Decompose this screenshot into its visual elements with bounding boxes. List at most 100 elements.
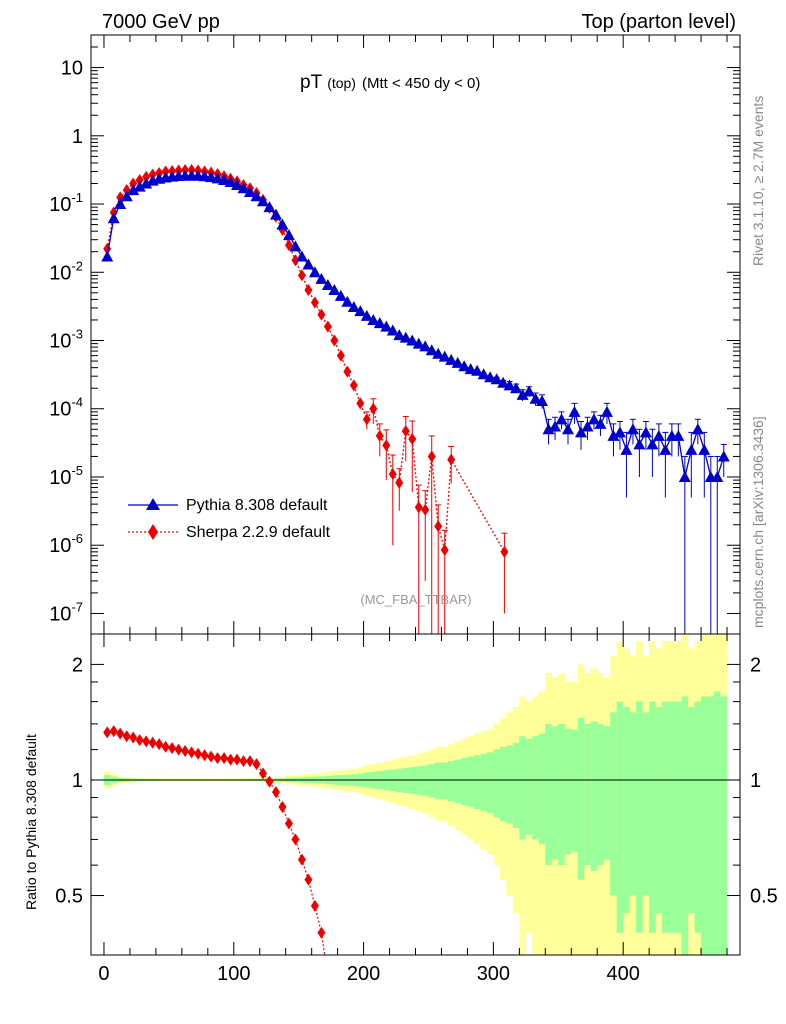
ratio-sherpa-point xyxy=(155,738,164,751)
ratio-band-inner xyxy=(662,701,669,933)
ratio-band-inner xyxy=(486,752,494,814)
ratio-band-inner xyxy=(688,706,695,914)
ratio-sherpa-point xyxy=(317,926,326,939)
sherpa-point xyxy=(291,254,300,267)
main-ytick-label: 10-5 xyxy=(49,463,83,489)
rivet-label: Rivet 3.1.10, ≥ 2.7M events xyxy=(750,96,766,266)
ratio-band-inner xyxy=(714,691,721,955)
ratio-sherpa-point xyxy=(142,735,151,748)
ratio-band-inner xyxy=(597,723,605,866)
ratio-ylabel: Ratio to Pythia 8.308 default xyxy=(23,734,39,910)
pythia-point xyxy=(276,218,289,230)
ratio-ytick-label-right: 0.5 xyxy=(750,886,778,908)
ratio-band-inner xyxy=(434,762,442,800)
ratio-band-inner xyxy=(415,766,423,795)
ratio-band-inner xyxy=(409,767,416,794)
plot-title-sub2: (Mtt < 450 dy < 0) xyxy=(362,75,480,92)
sherpa-point xyxy=(356,397,365,410)
ratio-frame xyxy=(90,633,741,956)
plot-title-main: pT xyxy=(300,72,323,93)
pythia-point xyxy=(399,331,412,343)
main-ytick-base: 10 xyxy=(49,467,71,489)
pythia-point xyxy=(445,353,458,365)
pythia-point xyxy=(218,174,231,186)
sherpa-point xyxy=(330,334,339,347)
ratio-band-inner xyxy=(610,712,617,896)
pythia-point xyxy=(120,190,133,202)
ratio-sherpa-point xyxy=(291,833,300,846)
main-ytick-exp: -2 xyxy=(71,258,83,273)
pythia-point xyxy=(600,405,613,417)
main-ytick-label: 10-1 xyxy=(49,190,83,216)
ratio-sherpa-point xyxy=(284,817,293,830)
main-ytick-label: 10-3 xyxy=(49,327,83,353)
ratio-band-inner xyxy=(473,755,481,810)
main-frame xyxy=(90,34,741,635)
header-right-title: Top (parton level) xyxy=(581,11,736,33)
main-ytick-label: 10-7 xyxy=(49,599,83,625)
pythia-point xyxy=(652,429,665,441)
ratio-sherpa-point xyxy=(265,775,274,788)
ratio-band-inner xyxy=(707,696,715,955)
main-ytick-exp: -7 xyxy=(71,599,83,614)
legend-sherpa-label: Sherpa 2.2.9 default xyxy=(186,524,331,541)
ratio-sherpa-point xyxy=(278,801,287,814)
ratio-band-inner xyxy=(675,701,682,933)
ratio-sherpa-point xyxy=(233,753,242,766)
pythia-point xyxy=(717,450,730,462)
pythia-point xyxy=(250,190,263,202)
ratio-band-inner xyxy=(590,721,598,871)
pythia-point xyxy=(224,176,237,188)
sherpa-point xyxy=(395,476,404,489)
ratio-band-inner xyxy=(441,762,449,800)
ratio-band-inner xyxy=(577,718,585,880)
pythia-point xyxy=(555,413,568,425)
ratio-band-inner xyxy=(558,723,566,866)
ratio-xtick-label: 300 xyxy=(477,963,510,985)
sherpa-point xyxy=(336,349,345,362)
pythia-point xyxy=(419,340,432,352)
pythia-point xyxy=(633,438,646,450)
main-ytick-label: 1 xyxy=(72,126,83,148)
ratio-band-inner xyxy=(655,706,663,914)
sherpa-point xyxy=(297,269,306,282)
ratio-sherpa-point xyxy=(148,736,157,749)
pythia-point xyxy=(354,305,367,317)
sherpa-point xyxy=(349,379,358,392)
ratio-band-inner xyxy=(428,764,436,798)
pythia-point xyxy=(282,229,295,241)
pythia-point xyxy=(503,379,516,391)
pythia-point xyxy=(127,184,140,196)
ratio-band-inner xyxy=(629,712,637,896)
sherpa-point xyxy=(414,501,423,514)
ratio-sherpa-point xyxy=(103,726,112,739)
pythia-point xyxy=(334,289,347,301)
ratio-ytick-label-right: 1 xyxy=(750,770,761,792)
sherpa-point xyxy=(440,544,449,557)
ratio-ytick-label-right: 2 xyxy=(750,654,761,676)
pythia-point xyxy=(367,313,380,325)
pythia-point xyxy=(594,417,607,429)
pythia-point xyxy=(497,376,510,388)
pythia-point xyxy=(114,198,127,210)
pythia-point xyxy=(581,420,594,432)
main-ytick-label: 10 xyxy=(61,58,83,80)
ratio-band-inner xyxy=(519,736,527,840)
sherpa-point xyxy=(135,174,144,187)
pythia-point xyxy=(568,405,581,417)
pythia-point xyxy=(263,201,276,213)
sherpa-point xyxy=(142,170,151,183)
ratio-band-inner xyxy=(447,761,455,802)
ratio-band-inner xyxy=(460,758,468,806)
pythia-point xyxy=(626,423,639,435)
sherpa-point xyxy=(310,296,319,309)
sherpa-point xyxy=(447,453,456,466)
ratio-sherpa-point xyxy=(310,899,319,912)
ratio-band-inner xyxy=(649,701,656,933)
pythia-point xyxy=(133,180,146,192)
pythia-point xyxy=(639,426,652,438)
pythia-point xyxy=(101,250,114,262)
pythia-point xyxy=(542,423,555,435)
